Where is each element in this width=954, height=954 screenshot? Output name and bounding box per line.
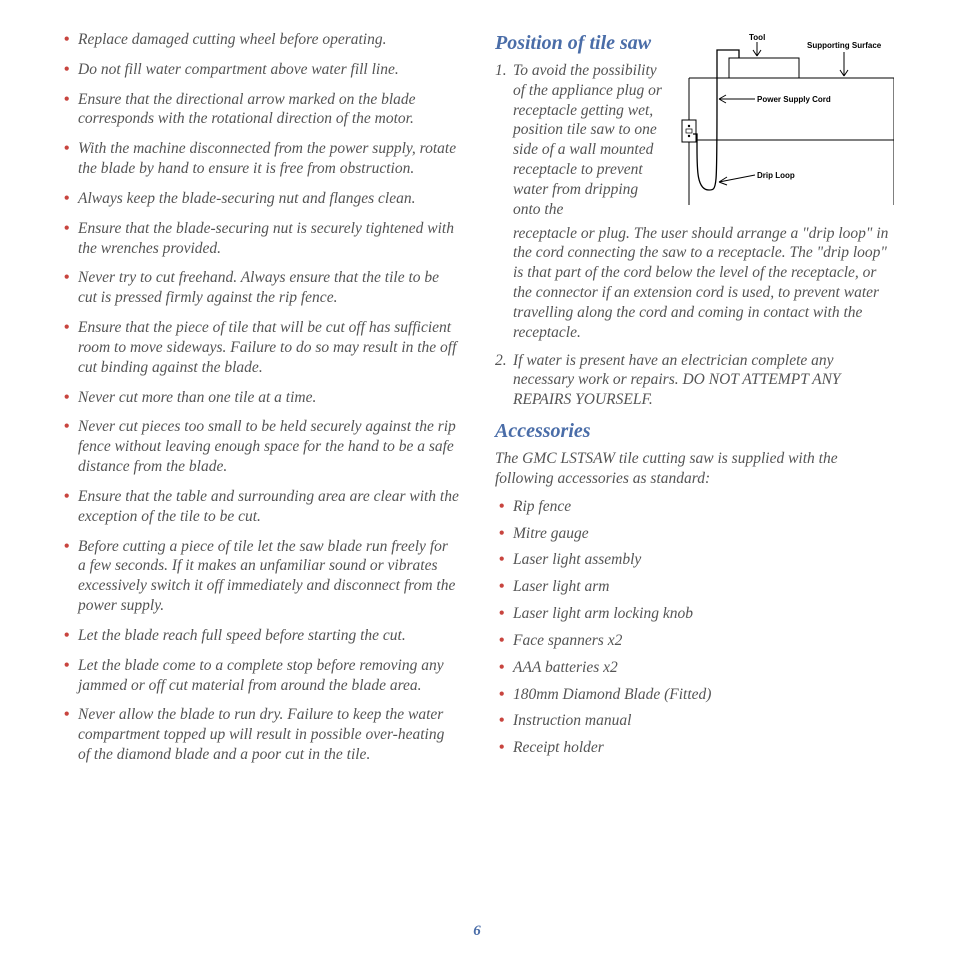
accessories-list: Rip fence Mitre gauge Laser light assembly… [495,497,894,758]
drip-loop-diagram: Tool Supporting Surface Power Supply Cor… [679,30,894,205]
safety-bullet-item: Ensure that the piece of tile that will … [64,318,459,377]
position-item-1-intro: To avoid the possibility of the applianc… [495,61,669,220]
safety-bullet-item: Before cutting a piece of tile let the s… [64,537,459,616]
safety-bullet-item: Replace damaged cutting wheel before ope… [64,30,459,50]
safety-bullet-item: Always keep the blade-securing nut and f… [64,189,459,209]
safety-bullet-item: Never allow the blade to run dry. Failur… [64,705,459,764]
safety-bullet-item: Let the blade come to a complete stop be… [64,656,459,696]
safety-bullet-item: Do not fill water compartment above wate… [64,60,459,80]
accessory-item: 180mm Diamond Blade (Fitted) [499,685,894,705]
accessory-item: Laser light arm [499,577,894,597]
safety-bullet-item: Never try to cut freehand. Always ensure… [64,268,459,308]
accessory-item: Laser light arm locking knob [499,604,894,624]
accessory-item: Laser light assembly [499,550,894,570]
page-content: Replace damaged cutting wheel before ope… [60,30,894,775]
accessory-item: Receipt holder [499,738,894,758]
accessory-item: Face spanners x2 [499,631,894,651]
safety-bullet-item: Let the blade reach full speed before st… [64,626,459,646]
safety-bullet-item: Never cut more than one tile at a time. [64,388,459,408]
page-number: 6 [0,923,954,940]
accessories-intro: The GMC LSTSAW tile cutting saw is suppl… [495,449,894,489]
diagram-label-tool: Tool [749,33,765,42]
accessory-item: Instruction manual [499,711,894,731]
accessory-item: Rip fence [499,497,894,517]
safety-bullet-item: With the machine disconnected from the p… [64,139,459,179]
position-item-2: If water is present have an electrician … [495,351,894,410]
safety-bullet-item: Ensure that the directional arrow marked… [64,90,459,130]
diagram-label-cord: Power Supply Cord [757,95,831,104]
accessory-item: Mitre gauge [499,524,894,544]
position-item-1-rest: receptacle or plug. The user should arra… [495,224,894,343]
position-section-top: Position of tile saw To avoid the possib… [495,30,894,230]
position-list-top: To avoid the possibility of the applianc… [495,61,669,220]
safety-bullet-item: Ensure that the table and surrounding ar… [64,487,459,527]
accessory-item: AAA batteries x2 [499,658,894,678]
accessories-heading: Accessories [495,420,894,443]
safety-bullet-item: Never cut pieces too small to be held se… [64,417,459,476]
position-list-rest: If water is present have an electrician … [495,351,894,410]
diagram-label-drip: Drip Loop [757,171,795,180]
safety-bullet-list: Replace damaged cutting wheel before ope… [60,30,459,765]
diagram-label-surface: Supporting Surface [807,41,882,50]
left-column: Replace damaged cutting wheel before ope… [60,30,459,775]
safety-bullet-item: Ensure that the blade-securing nut is se… [64,219,459,259]
position-heading: Position of tile saw [495,32,669,55]
right-column: Position of tile saw To avoid the possib… [495,30,894,775]
